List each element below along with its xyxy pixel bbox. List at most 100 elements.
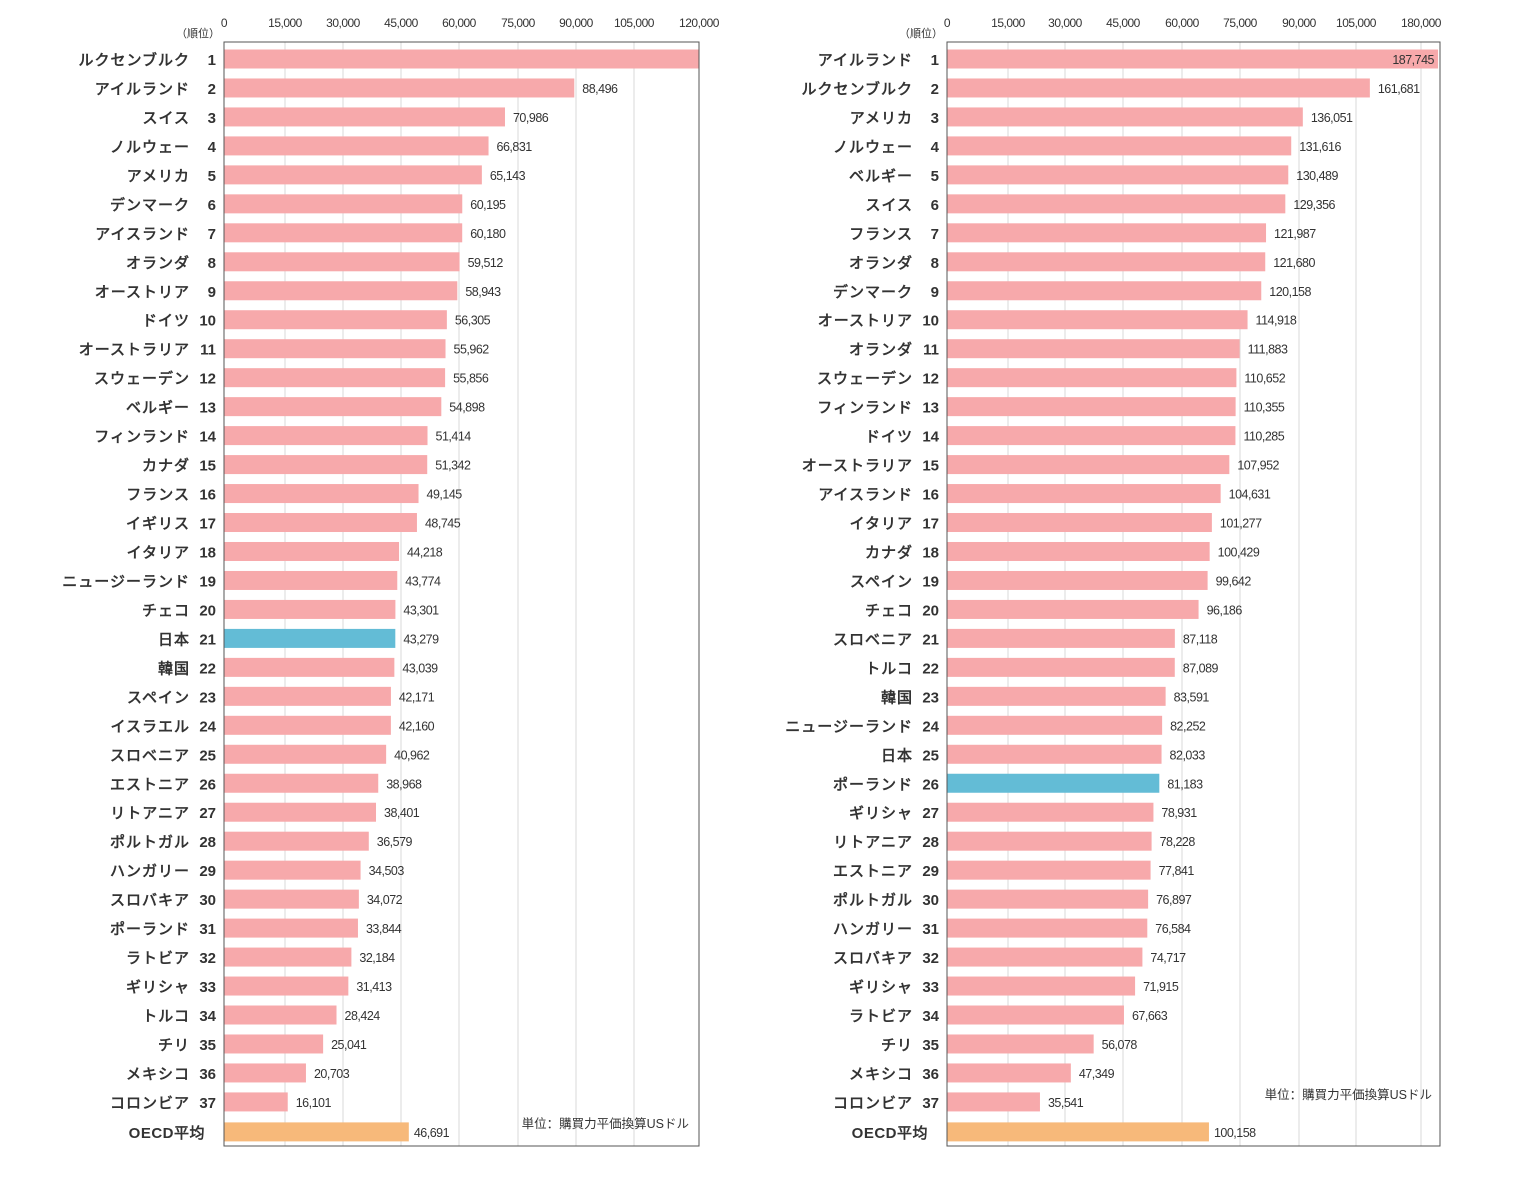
rank-label: 33 xyxy=(922,979,939,996)
bar xyxy=(947,773,1160,793)
rank-label: 10 xyxy=(922,313,939,330)
rank-label: 16 xyxy=(922,487,939,504)
rank-label: 3 xyxy=(208,110,216,127)
bar xyxy=(947,831,1152,851)
rank-label: 15 xyxy=(922,458,939,475)
value-label: 43,774 xyxy=(405,574,441,588)
country-label: メキシコ xyxy=(126,1066,190,1083)
country-label: ドイツ xyxy=(865,429,913,446)
value-label: 110,652 xyxy=(1244,372,1285,386)
bar xyxy=(224,1034,324,1054)
x-tick-label: 105,000 xyxy=(1336,16,1377,30)
country-label: チリ xyxy=(881,1037,913,1054)
value-label: 55,962 xyxy=(454,343,490,357)
country-label: ハンガリー xyxy=(110,863,190,880)
value-label: 100,429 xyxy=(1218,545,1260,559)
bar xyxy=(947,918,1148,938)
value-label: 51,414 xyxy=(436,430,472,444)
rank-label: 12 xyxy=(922,371,939,388)
rank-label: 26 xyxy=(922,776,939,793)
x-tick-label: 90,000 xyxy=(1282,16,1317,30)
bar xyxy=(224,107,505,127)
average-bar xyxy=(947,1122,1209,1142)
country-label: ギリシャ xyxy=(849,804,913,822)
value-label: 32,184 xyxy=(359,951,395,965)
rank-label: 7 xyxy=(208,226,216,243)
rank-header: （順位） xyxy=(899,26,943,40)
value-label: 110,285 xyxy=(1243,430,1284,444)
bar xyxy=(947,686,1166,706)
bar xyxy=(947,1034,1094,1054)
x-tick-label: 60,000 xyxy=(1165,16,1200,30)
country-label: ポルトガル xyxy=(833,891,913,909)
rank-label: 25 xyxy=(199,747,216,764)
value-label: 96,186 xyxy=(1207,603,1243,617)
value-label: 83,591 xyxy=(1174,690,1210,704)
bar xyxy=(224,831,369,851)
bar xyxy=(947,194,1286,214)
bar xyxy=(947,802,1154,822)
country-label: カナダ xyxy=(865,543,913,561)
bar xyxy=(224,513,417,533)
country-label: コロンビア xyxy=(833,1095,913,1112)
value-label: 82,252 xyxy=(1170,719,1206,733)
country-label: トルコ xyxy=(865,660,913,677)
rank-label: 26 xyxy=(199,776,216,793)
country-label: アイルランド xyxy=(818,52,913,69)
value-label: 60,180 xyxy=(470,227,506,241)
rank-label: 7 xyxy=(931,226,939,243)
rank-header: （順位） xyxy=(176,26,220,40)
value-label: 20,703 xyxy=(314,1067,350,1081)
value-label: 110,355 xyxy=(1244,401,1285,415)
plot-frame xyxy=(223,41,700,1147)
plot-frame xyxy=(946,41,1441,1147)
bar xyxy=(224,194,463,214)
rank-label: 27 xyxy=(199,805,216,822)
bar xyxy=(947,455,1230,475)
rank-label: 11 xyxy=(200,342,216,359)
country-label: スペイン xyxy=(850,573,913,590)
rank-label: 20 xyxy=(199,602,216,619)
value-label: 120,158 xyxy=(1269,285,1311,299)
x-tick-label: 90,000 xyxy=(559,16,594,30)
value-label: 67,663 xyxy=(1132,1009,1168,1023)
rank-label: 35 xyxy=(199,1037,216,1054)
rank-label: 2 xyxy=(931,81,939,98)
value-label: 49,145 xyxy=(427,488,463,502)
rank-label: 4 xyxy=(931,139,940,156)
rank-label: 5 xyxy=(931,168,939,185)
bar xyxy=(224,657,395,677)
country-label: チェコ xyxy=(142,602,190,619)
bar xyxy=(947,1005,1124,1025)
country-label: スイス xyxy=(865,197,913,214)
rank-label: 28 xyxy=(922,834,939,851)
country-label: ベルギー xyxy=(849,167,913,185)
rank-label: 18 xyxy=(199,544,216,561)
rank-label: 30 xyxy=(199,892,216,909)
country-label: チリ xyxy=(158,1037,190,1054)
bar xyxy=(224,773,379,793)
country-label: スウェーデン xyxy=(817,370,913,388)
country-label: オランダ xyxy=(849,254,913,272)
bar xyxy=(224,1092,288,1112)
bar xyxy=(947,628,1175,648)
value-label: 60,195 xyxy=(470,198,506,212)
x-tick-label: 75,000 xyxy=(501,16,536,30)
x-tick-label: 180,000 xyxy=(1401,16,1442,30)
country-label: スイス xyxy=(142,110,190,127)
value-label: 78,931 xyxy=(1161,806,1197,820)
country-label: デンマーク xyxy=(833,283,913,301)
value-label: 71,915 xyxy=(1143,980,1179,994)
country-label: チェコ xyxy=(865,602,913,619)
rank-label: 35 xyxy=(922,1037,939,1054)
value-label: 65,143 xyxy=(490,169,526,183)
country-label: 韓国 xyxy=(158,659,190,677)
bar xyxy=(224,889,359,909)
value-label: 82,033 xyxy=(1170,748,1206,762)
x-tick-label: 15,000 xyxy=(991,16,1026,30)
value-label: 25,041 xyxy=(331,1038,367,1052)
bar xyxy=(947,310,1248,330)
rank-label: 4 xyxy=(208,139,217,156)
value-label: 48,745 xyxy=(425,517,461,531)
